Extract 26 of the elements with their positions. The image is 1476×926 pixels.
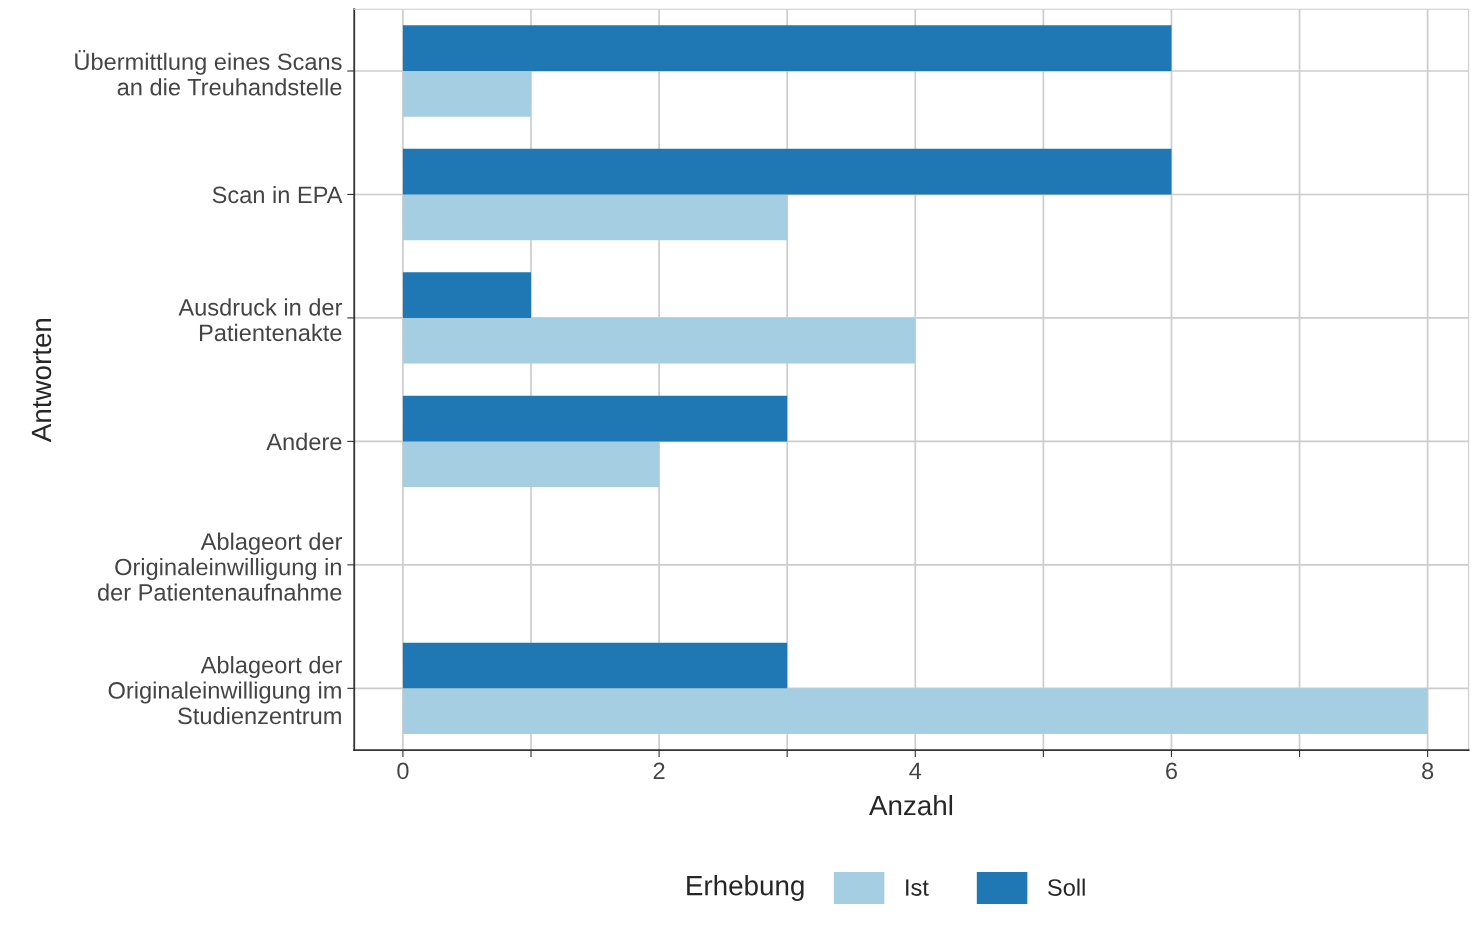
- y-axis-title: Antworten: [31, 318, 52, 443]
- y-tick-label: Übermittlung eines Scans an die Treuhandstelle: [75, 50, 342, 96]
- bar: [402, 194, 788, 241]
- bar: [402, 642, 788, 689]
- bar: [402, 688, 1428, 735]
- x-tick-label: 8: [1422, 762, 1434, 780]
- bar: [402, 441, 660, 488]
- bar: [402, 25, 1172, 71]
- x-axis-title: Anzahl: [869, 794, 953, 816]
- y-tick-label: Scan in EPA: [212, 185, 343, 204]
- legend-label: Soll: [1048, 878, 1085, 896]
- legend-label: Ist: [906, 879, 929, 896]
- y-tick-label: Andere: [266, 432, 342, 451]
- x-tick-label: 0: [397, 762, 409, 780]
- x-tick-label: 4: [909, 762, 922, 779]
- bar: [402, 395, 788, 442]
- x-tick-label: 6: [1166, 762, 1177, 780]
- legend-title: Erhebung: [687, 875, 804, 901]
- x-tick-label: 2: [653, 762, 665, 779]
- bar: [402, 317, 916, 364]
- y-tick-label: Ausdruck in der Patientenakte: [178, 298, 343, 342]
- y-tick-label: Ablageort der Originaleinwilligung in der Patientenaufnahme: [97, 532, 343, 601]
- bar: [402, 70, 531, 117]
- bar: [402, 272, 531, 318]
- y-tick-label: Ablageort der Originaleinwilligung im Studienzentrum: [108, 656, 343, 725]
- bar: [402, 148, 1172, 195]
